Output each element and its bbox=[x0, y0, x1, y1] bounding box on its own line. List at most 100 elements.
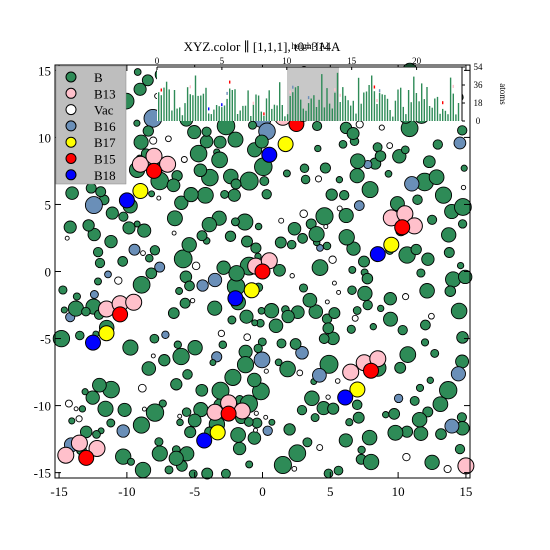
atom-b18 bbox=[196, 432, 213, 449]
atom-b bbox=[67, 300, 84, 317]
atom-b18 bbox=[261, 146, 278, 163]
legend-marker-b17 bbox=[65, 136, 77, 148]
inset-bar bbox=[355, 113, 357, 121]
inset-bar bbox=[360, 103, 362, 121]
atom-b bbox=[184, 426, 197, 439]
legend-marker-vac bbox=[65, 104, 77, 116]
atom-b18 bbox=[227, 290, 244, 307]
atom-vac bbox=[289, 273, 295, 279]
inset-bar bbox=[313, 95, 315, 121]
inset-bar bbox=[192, 95, 194, 121]
atom-b bbox=[397, 324, 408, 336]
inset-bar bbox=[431, 107, 433, 121]
atom-b bbox=[92, 246, 104, 258]
atom-b bbox=[319, 162, 331, 174]
inset-bar bbox=[321, 74, 323, 121]
inset-bar bbox=[255, 94, 257, 121]
atom-b18 bbox=[337, 389, 354, 406]
inset-bar bbox=[250, 116, 252, 121]
atom-b bbox=[412, 194, 423, 205]
legend-marker-b15 bbox=[65, 153, 77, 164]
atom-vac bbox=[291, 465, 298, 472]
atom-b bbox=[457, 125, 468, 136]
atom-b bbox=[454, 443, 466, 455]
atom-b15 bbox=[363, 362, 379, 379]
atom-vac bbox=[351, 314, 359, 322]
atom-b bbox=[187, 340, 203, 356]
atom-b bbox=[286, 239, 297, 250]
atom-b bbox=[432, 139, 443, 150]
inset-bar bbox=[186, 87, 189, 121]
atom-b bbox=[85, 182, 97, 194]
inset-bar bbox=[315, 107, 318, 121]
atom-b bbox=[253, 343, 263, 354]
atom-vac bbox=[336, 289, 342, 295]
inset-bar bbox=[418, 101, 420, 121]
atom-b bbox=[357, 445, 366, 455]
atom-b bbox=[75, 330, 85, 341]
inset-bar bbox=[455, 114, 457, 121]
inset-bar-defect bbox=[339, 93, 341, 97]
chart-title: XYZ.color ∥ [1,1,1], t0=314A bbox=[184, 39, 341, 54]
atom-b bbox=[304, 390, 320, 407]
atom-b bbox=[158, 399, 167, 408]
atom-vac bbox=[386, 142, 394, 149]
inset-bar bbox=[263, 115, 265, 121]
atom-b bbox=[87, 227, 101, 242]
inset-bar bbox=[208, 113, 210, 121]
inset-bar-defect bbox=[373, 85, 376, 89]
inset-bar bbox=[184, 103, 186, 121]
inset-bar bbox=[252, 104, 255, 121]
atom-b bbox=[345, 418, 354, 427]
inset-bar bbox=[365, 91, 368, 121]
axes: -15 -10 -5 0 5 10 15 15 10 5 0 -5 -10 -15 bbox=[34, 63, 473, 499]
atom-b bbox=[193, 163, 208, 178]
inset-x-tick-label: 20 bbox=[412, 56, 422, 66]
atom-vac bbox=[331, 280, 337, 286]
atom-b bbox=[245, 460, 254, 469]
atom-vac bbox=[328, 255, 337, 264]
atom-b bbox=[154, 437, 164, 447]
atom-b15 bbox=[254, 263, 271, 280]
atom-b16 bbox=[444, 418, 460, 434]
atom-b bbox=[434, 186, 453, 204]
inset-bar bbox=[215, 105, 218, 121]
atom-b13 bbox=[131, 155, 149, 173]
atom-b16 bbox=[312, 367, 327, 383]
atom-b bbox=[211, 151, 228, 169]
atom-b bbox=[455, 354, 470, 369]
atom-b bbox=[142, 125, 154, 137]
inset-bar-defect bbox=[442, 101, 444, 105]
inset-bar-defect bbox=[292, 85, 294, 89]
atom-b bbox=[388, 408, 401, 420]
atom-vac bbox=[460, 184, 467, 191]
inset-bar bbox=[439, 113, 441, 121]
inset-bar bbox=[421, 83, 423, 121]
atom-b bbox=[230, 217, 240, 227]
atom-b bbox=[328, 307, 341, 320]
atom-b bbox=[302, 437, 313, 448]
atom-b bbox=[352, 411, 365, 424]
atom-vac bbox=[217, 329, 226, 338]
atom-b bbox=[458, 269, 473, 285]
inset-bar bbox=[426, 87, 428, 121]
atom-b bbox=[318, 333, 330, 344]
atom-b bbox=[288, 444, 307, 463]
atom-b bbox=[224, 230, 237, 242]
atom-b bbox=[230, 178, 242, 190]
atom-b bbox=[145, 253, 154, 263]
x-tick-label: 15 bbox=[459, 484, 472, 499]
inset-bar bbox=[226, 98, 228, 121]
atom-vac bbox=[140, 250, 146, 256]
atom-b bbox=[201, 467, 214, 480]
inset-bar bbox=[386, 98, 389, 121]
atom-vac bbox=[263, 414, 269, 420]
inset-bar bbox=[428, 106, 431, 121]
inset-bar bbox=[302, 108, 304, 121]
inset-bar bbox=[223, 105, 226, 121]
atom-b bbox=[220, 189, 230, 199]
atom-b13 bbox=[457, 457, 475, 475]
atom-b bbox=[308, 304, 324, 319]
atom-b bbox=[287, 221, 302, 236]
atom-b bbox=[218, 340, 228, 350]
